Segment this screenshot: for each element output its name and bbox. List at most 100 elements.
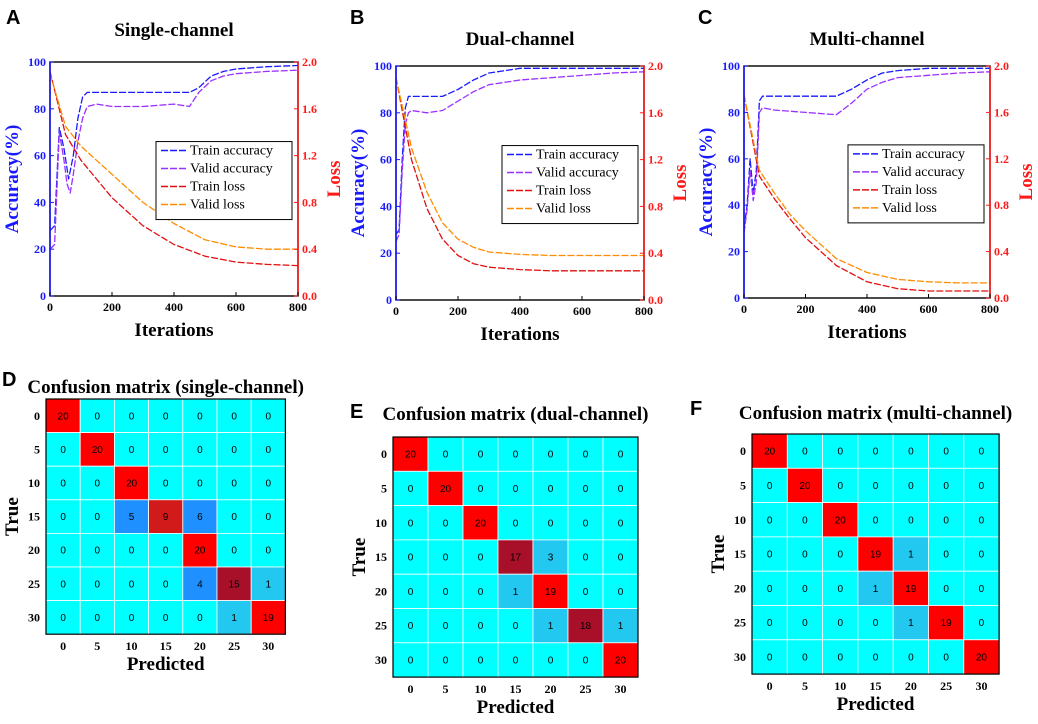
confusion-matrix-panel-d: D Confusion matrix (single-channel) 20 0 0 0 0… xyxy=(2,369,304,675)
x-tick-label: 15 xyxy=(510,682,522,696)
cell-value: 0 xyxy=(266,479,272,490)
y2-tick-label: 0.8 xyxy=(994,198,1009,212)
matrix-cell xyxy=(602,608,639,644)
y2-tick-label: 2.0 xyxy=(648,59,663,73)
x-tick-label: 800 xyxy=(289,300,307,314)
cell-value: 0 xyxy=(873,618,879,629)
y2-tick-label: 2.0 xyxy=(302,55,317,69)
cell-value: 0 xyxy=(95,512,101,523)
y-axis-label: Accuracy(%) xyxy=(348,129,369,238)
cell-value: 0 xyxy=(583,484,589,495)
legend: Train accuracy Valid accuracy Train loss Va… xyxy=(847,144,985,224)
matrix-frame xyxy=(751,433,1000,675)
matrix-cell xyxy=(928,433,965,469)
x-tick-label: 600 xyxy=(573,304,591,318)
x-tick-label: 800 xyxy=(635,304,653,318)
matrix-cell xyxy=(497,608,534,644)
matrix-cell xyxy=(148,499,184,534)
cell-value: 15 xyxy=(229,579,241,590)
y-tick-label: 20 xyxy=(728,245,740,259)
cell-value: 0 xyxy=(767,481,773,492)
cell-value: 0 xyxy=(197,479,203,490)
matrix-cell xyxy=(963,502,1000,538)
matrix-cell xyxy=(892,467,929,503)
cell-value: 0 xyxy=(443,518,449,529)
cell-value: 0 xyxy=(95,579,101,590)
y-tick-label: 25 xyxy=(28,577,40,591)
cell-value: 0 xyxy=(802,515,808,526)
y-tick-label: 0 xyxy=(40,289,46,303)
matrix-cell xyxy=(114,432,150,467)
matrix-cell xyxy=(462,470,499,506)
cell-value: 0 xyxy=(60,579,66,590)
cell-value: 0 xyxy=(979,515,985,526)
cell-value: 0 xyxy=(60,479,66,490)
cell-value: 0 xyxy=(802,584,808,595)
y2-axis-label: Loss xyxy=(670,165,691,202)
cell-value: 20 xyxy=(194,546,206,557)
y2-tick-label: 0.0 xyxy=(648,293,663,307)
cell-value: 19 xyxy=(545,587,557,598)
legend-box xyxy=(847,144,985,224)
matrix-cell xyxy=(751,570,788,606)
legend-label: Valid accuracy xyxy=(882,165,965,180)
legend: Train accuracy Valid accuracy Train loss Va… xyxy=(501,145,639,225)
matrix-cell xyxy=(532,539,569,575)
matrix-cell xyxy=(786,433,823,469)
cell-value: 0 xyxy=(548,655,554,666)
cell-value: 0 xyxy=(767,550,773,561)
matrix-cell xyxy=(45,432,81,467)
panel-letter: A xyxy=(6,7,20,29)
cell-value: 0 xyxy=(548,450,554,461)
cell-value: 20 xyxy=(405,450,417,461)
cell-value: 0 xyxy=(618,518,624,529)
cell-value: 0 xyxy=(767,618,773,629)
y-tick-label: 60 xyxy=(34,149,46,163)
matrix-cell xyxy=(79,432,115,467)
y2-axis-label: Loss xyxy=(1016,164,1037,201)
cell-value: 3 xyxy=(548,553,554,564)
x-tick-label: 0 xyxy=(767,679,773,693)
y-tick-label: 15 xyxy=(734,547,746,561)
y-axis-label: True xyxy=(2,497,23,536)
cell-value: 0 xyxy=(408,587,414,598)
matrix-cell xyxy=(392,608,429,644)
cell-value: 0 xyxy=(60,613,66,624)
y-tick-label: 25 xyxy=(375,619,387,633)
cell-value: 0 xyxy=(95,479,101,490)
cell-value: 0 xyxy=(583,518,589,529)
matrix-cell xyxy=(857,639,894,675)
cell-value: 1 xyxy=(908,550,914,561)
matrix-cell xyxy=(602,539,639,575)
y-tick-label: 0 xyxy=(386,293,392,307)
matrix-cell xyxy=(602,436,639,472)
cell-value: 0 xyxy=(443,587,449,598)
y-tick-label: 25 xyxy=(734,616,746,630)
cell-value: 0 xyxy=(129,445,135,456)
x-tick-label: 600 xyxy=(920,302,938,316)
cell-value: 1 xyxy=(266,579,272,590)
y2-axis-label: Loss xyxy=(324,161,345,198)
x-tick-label: 25 xyxy=(228,639,240,653)
cell-value: 0 xyxy=(979,481,985,492)
cell-value: 0 xyxy=(908,515,914,526)
matrix-cell xyxy=(148,465,184,501)
x-tick-label: 30 xyxy=(262,639,274,653)
x-axis-label: Iterations xyxy=(134,320,213,341)
cell-value: 0 xyxy=(837,584,843,595)
y-tick-label: 20 xyxy=(28,543,40,557)
cell-value: 0 xyxy=(802,652,808,663)
y2-tick-label: 0.8 xyxy=(302,195,317,209)
matrix-cell xyxy=(497,505,534,541)
cell-value: 0 xyxy=(163,479,169,490)
cell-value: 0 xyxy=(583,450,589,461)
cell-value: 20 xyxy=(475,518,487,529)
cell-value: 20 xyxy=(615,655,627,666)
cell-value: 0 xyxy=(231,512,237,523)
y-tick-label: 20 xyxy=(34,242,46,256)
x-axis-label: Predicted xyxy=(477,697,555,718)
x-tick-label: 15 xyxy=(870,679,882,693)
matrix-cell xyxy=(392,505,429,541)
matrix-cell xyxy=(822,502,859,538)
matrix-cell xyxy=(602,573,639,609)
